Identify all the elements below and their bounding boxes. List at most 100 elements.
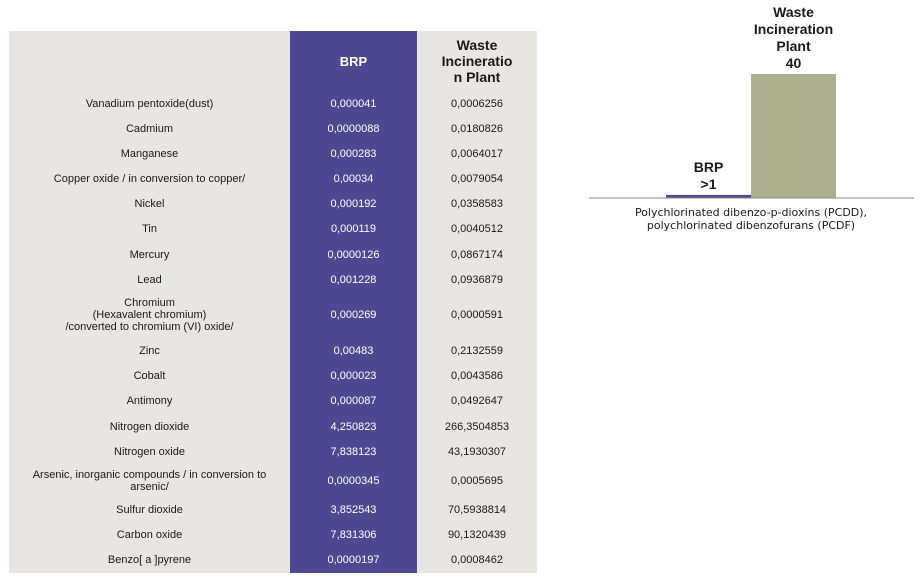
wip-value-cell: 0,0492647 <box>417 388 537 414</box>
wip-value-cell: 0,0043586 <box>417 363 537 389</box>
substance-name: Nitrogen dioxide <box>109 420 190 433</box>
brp-value-cell: 0,0000345 <box>290 464 417 498</box>
category-label: Polychlorinated dibenzo-p-dioxins (PCDD)… <box>635 206 867 232</box>
category-tick-label: polychlorinated dibenzofurans (PCDF) <box>647 219 855 232</box>
substance-cell: Carbon oxide <box>9 522 290 548</box>
header-brp: BRP <box>290 31 417 91</box>
substance-cell: Copper oxide / in conversion to copper/ <box>9 166 290 192</box>
brp-value-cell: 0,000192 <box>290 191 417 217</box>
wip-value-cell: 0,0006256 <box>417 91 537 117</box>
table-row: Lead 0,001228 0,0936879 <box>9 267 537 293</box>
substance-name: (Hexavalent chromium) <box>92 309 207 322</box>
header-waste-incineration-plant: Waste Incineratio n Plant <box>417 31 537 91</box>
substance-cell: Nitrogen oxide <box>9 439 290 465</box>
wip-value-cell: 0,0008462 <box>417 547 537 573</box>
brp-value-cell: 0,000119 <box>290 216 417 242</box>
bar-waste-incineration-plant <box>751 74 836 198</box>
wip-value-cell: 266,3504853 <box>417 414 537 440</box>
table-row: Chromium (Hexavalent chromium)/converted … <box>9 292 537 339</box>
wip-value-cell: 0,0040512 <box>417 216 537 242</box>
table-header-row: BRP Waste Incineratio n Plant <box>9 31 537 91</box>
substance-name: Benzo[ a ]pyrene <box>107 554 192 567</box>
wip-value-cell: 0,2132559 <box>417 338 537 364</box>
substance-name: Arsenic, inorganic compounds / in conver… <box>32 468 267 481</box>
substance-name: Manganese <box>120 147 179 160</box>
table-row: Sulfur dioxide 3,852543 70,5938814 <box>9 497 537 523</box>
bar-data-label: Waste <box>773 4 814 20</box>
substance-name: Vanadium pentoxide(dust) <box>85 97 214 110</box>
category-tick-label: Polychlorinated dibenzo-p-dioxins (PCDD)… <box>635 206 867 219</box>
wip-value-cell: 0,0079054 <box>417 166 537 192</box>
header-wip-line: Incineratio <box>441 53 513 69</box>
table-row: Mercury 0,0000126 0,0867174 <box>9 241 537 268</box>
substance-cell: Manganese <box>9 141 290 167</box>
substance-name: Copper oxide / in conversion to copper/ <box>53 173 246 186</box>
substance-name: Mercury <box>129 248 170 261</box>
bar-data-label: BRP <box>694 159 724 175</box>
substance-name: Antimony <box>126 395 173 408</box>
wip-value-cell: 0,0867174 <box>417 241 537 268</box>
substance-name: Carbon oxide <box>116 529 183 542</box>
brp-value-cell: 0,000023 <box>290 363 417 389</box>
emissions-table: BRP Waste Incineratio n Plant Vanadium p… <box>9 31 537 573</box>
brp-value-cell: 0,00483 <box>290 338 417 364</box>
substance-cell: Chromium (Hexavalent chromium)/converted … <box>9 292 290 339</box>
table-row: Manganese 0,000283 0,0064017 <box>9 141 537 167</box>
substance-cell: Nickel <box>9 191 290 217</box>
brp-value-cell: 7,831306 <box>290 522 417 548</box>
substance-cell: Cadmium <box>9 116 290 142</box>
brp-value-cell: 0,0000197 <box>290 547 417 573</box>
bar-brp <box>666 194 751 198</box>
wip-value-cell: 0,0180826 <box>417 116 537 142</box>
substance-cell: Sulfur dioxide <box>9 497 290 523</box>
brp-value-cell: 0,000041 <box>290 91 417 117</box>
table-row: Benzo[ a ]pyrene 0,0000197 0,0008462 <box>9 547 537 573</box>
table-row: Antimony 0,000087 0,0492647 <box>9 388 537 414</box>
wip-value-cell: 90,1320439 <box>417 522 537 548</box>
header-wip-line: n Plant <box>453 69 501 85</box>
substance-name: Nitrogen oxide <box>114 445 185 458</box>
substance-name: Nickel <box>134 198 165 211</box>
substance-name: /converted to chromium (VI) oxide/ <box>65 321 234 334</box>
header-substance <box>9 31 290 91</box>
wip-value-cell: 0,0358583 <box>417 191 537 217</box>
substance-cell: Lead <box>9 267 290 293</box>
table-row: Nickel 0,000192 0,0358583 <box>9 191 537 217</box>
substance-cell: Arsenic, inorganic compounds / in conver… <box>9 464 290 498</box>
brp-value-cell: 0,0000126 <box>290 241 417 268</box>
substance-cell: Mercury <box>9 241 290 268</box>
header-wip-line: Waste <box>456 37 498 53</box>
table-row: Carbon oxide 7,831306 90,1320439 <box>9 522 537 548</box>
substance-name: Tin <box>142 223 157 236</box>
bars-layer <box>666 74 836 198</box>
wip-value-cell: 0,0936879 <box>417 267 537 293</box>
brp-value-cell: 0,000269 <box>290 292 417 339</box>
substance-name: Lead <box>137 273 162 286</box>
bar-data-label: 40 <box>786 55 802 71</box>
wip-value-cell: 70,5938814 <box>417 497 537 523</box>
brp-value-cell: 0,00034 <box>290 166 417 192</box>
brp-value-cell: 4,250823 <box>290 414 417 440</box>
table-row: Vanadium pentoxide(dust) 0,000041 0,000625… <box>9 91 537 117</box>
substance-cell: Benzo[ a ]pyrene <box>9 547 290 573</box>
bar-data-label: >1 <box>701 176 717 192</box>
wip-value-cell: 43,1930307 <box>417 439 537 465</box>
table-body: Vanadium pentoxide(dust) 0,000041 0,000625… <box>9 91 537 573</box>
bar-data-label: Plant <box>776 38 811 54</box>
substance-cell: Antimony <box>9 388 290 414</box>
brp-value-cell: 0,001228 <box>290 267 417 293</box>
table-row: Tin 0,000119 0,0040512 <box>9 216 537 242</box>
substance-name: Sulfur dioxide <box>116 504 183 517</box>
table-row: Zinc 0,00483 0,2132559 <box>9 338 537 364</box>
table-row: Copper oxide / in conversion to copper/0… <box>9 166 537 192</box>
table-row: Arsenic, inorganic compounds / in conver… <box>9 464 537 498</box>
substance-name: Cadmium <box>125 122 174 135</box>
brp-value-cell: 7,838123 <box>290 439 417 465</box>
brp-value-cell: 0,0000088 <box>290 116 417 142</box>
table-row: Nitrogen dioxide 4,250823 266,3504853 <box>9 414 537 440</box>
brp-value-cell: 0,000283 <box>290 141 417 167</box>
table-row: Cobalt 0,000023 0,0043586 <box>9 363 537 389</box>
substance-name: Zinc <box>139 345 160 358</box>
wip-value-cell: 0,0000591 <box>417 292 537 339</box>
